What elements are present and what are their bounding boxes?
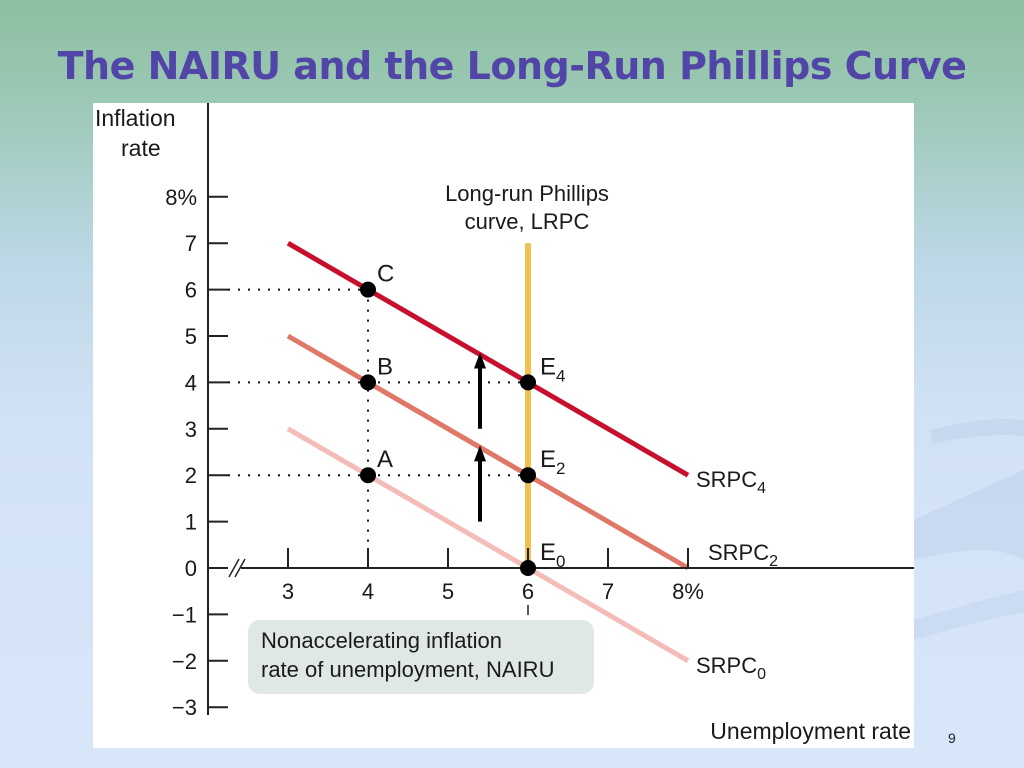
- srpc0-label: SRPC0: [696, 653, 766, 683]
- y-tick-label: 2: [185, 463, 197, 488]
- y-tick-label: 5: [185, 324, 197, 349]
- srpc4-line: [286, 241, 690, 478]
- page-number: 9: [948, 730, 956, 746]
- point-a: [360, 467, 376, 484]
- point-label-c: C: [377, 261, 394, 288]
- phillips-curve-chart: Nonaccelerating inflation rate of unemplo…: [95, 103, 914, 744]
- nairu-annotation-line2: rate of unemployment, NAIRU: [261, 657, 554, 682]
- y-tick-label: 7: [185, 231, 197, 256]
- y-axis-label-line2: rate: [121, 135, 161, 161]
- srpc0-line: [286, 426, 690, 663]
- y-tick-label: −3: [172, 695, 197, 720]
- y-tick-label: 3: [185, 417, 197, 442]
- point-c: [360, 281, 376, 298]
- y-tick-label: 8%: [165, 185, 197, 210]
- point-e4: [520, 374, 536, 391]
- point-e0: [520, 560, 536, 576]
- srpc2-line: [286, 333, 690, 571]
- x-tick-label: 6: [522, 579, 534, 604]
- y-axis-label-line1: Inflation: [95, 105, 176, 131]
- x-tick-label: 5: [442, 579, 454, 604]
- lrpc-label-line2: curve, LRPC: [465, 209, 590, 234]
- point-label-e4: E4: [540, 353, 565, 385]
- point-label-e0: E0: [540, 539, 565, 571]
- srpc4-label: SRPC4: [696, 467, 766, 497]
- shift-arrow-head-2: [474, 352, 486, 369]
- x-tick-label: 8%: [672, 579, 704, 604]
- y-tick-label: −2: [172, 649, 197, 674]
- x-tick-label: 3: [282, 579, 294, 604]
- x-tick-label: 7: [602, 579, 614, 604]
- x-axis-label: Unemployment rate: [710, 718, 911, 744]
- y-tick-label: 6: [185, 278, 197, 303]
- point-b: [360, 374, 376, 391]
- axis-break-mark-1: [228, 558, 240, 578]
- lrpc-label-line1: Long-run Phillips: [445, 181, 609, 206]
- nairu-annotation-line1: Nonaccelerating inflation: [261, 628, 502, 653]
- nairu-annotation-box: [248, 620, 594, 694]
- x-tick-label: 4: [362, 579, 374, 604]
- point-e2: [520, 467, 536, 484]
- y-tick-label: 0: [185, 556, 197, 581]
- point-label-e2: E2: [540, 446, 565, 478]
- y-tick-label: 4: [185, 370, 197, 395]
- y-tick-label: 1: [185, 510, 197, 535]
- shift-arrow-head-1: [474, 445, 486, 462]
- point-label-b: B: [377, 353, 393, 380]
- slide-title: The NAIRU and the Long-Run Phillips Curv…: [57, 44, 967, 88]
- axis-break-mark-2: [234, 558, 246, 578]
- srpc2-label: SRPC2: [708, 540, 778, 570]
- y-tick-label: −1: [172, 602, 197, 627]
- point-label-a: A: [377, 446, 393, 473]
